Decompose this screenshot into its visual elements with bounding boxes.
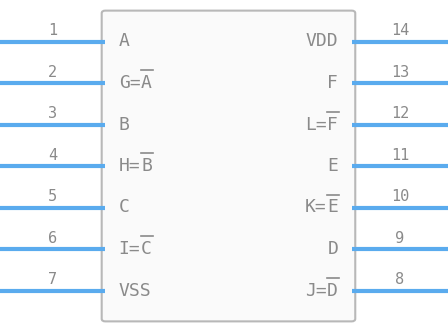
Text: A: A xyxy=(141,74,152,92)
Text: A: A xyxy=(119,33,129,50)
Text: G=: G= xyxy=(119,74,141,92)
FancyBboxPatch shape xyxy=(102,11,355,321)
Text: D: D xyxy=(327,240,338,258)
Text: L=: L= xyxy=(305,116,327,133)
Text: 4: 4 xyxy=(48,148,57,163)
Text: E: E xyxy=(327,157,338,175)
Text: VDD: VDD xyxy=(306,33,338,50)
Text: 6: 6 xyxy=(48,231,57,246)
Text: VSS: VSS xyxy=(119,282,151,299)
Text: F: F xyxy=(327,116,338,133)
Text: D: D xyxy=(327,282,338,299)
Text: B: B xyxy=(141,157,152,175)
Text: F: F xyxy=(327,74,338,92)
Text: 3: 3 xyxy=(48,106,57,121)
Text: E: E xyxy=(327,199,338,216)
Text: 11: 11 xyxy=(391,148,409,163)
Text: 13: 13 xyxy=(391,65,409,80)
Text: B: B xyxy=(119,116,129,133)
Text: C: C xyxy=(119,199,129,216)
Text: 12: 12 xyxy=(391,106,409,121)
Text: 10: 10 xyxy=(391,189,409,204)
Text: 9: 9 xyxy=(395,231,405,246)
Text: I=: I= xyxy=(119,240,141,258)
Text: 8: 8 xyxy=(395,272,405,287)
Text: C: C xyxy=(141,240,152,258)
Text: 2: 2 xyxy=(48,65,57,80)
Text: H=: H= xyxy=(119,157,141,175)
Text: 1: 1 xyxy=(48,23,57,38)
Text: K=: K= xyxy=(305,199,327,216)
Text: 14: 14 xyxy=(391,23,409,38)
Text: 5: 5 xyxy=(48,189,57,204)
Text: 7: 7 xyxy=(48,272,57,287)
Text: J=: J= xyxy=(305,282,327,299)
